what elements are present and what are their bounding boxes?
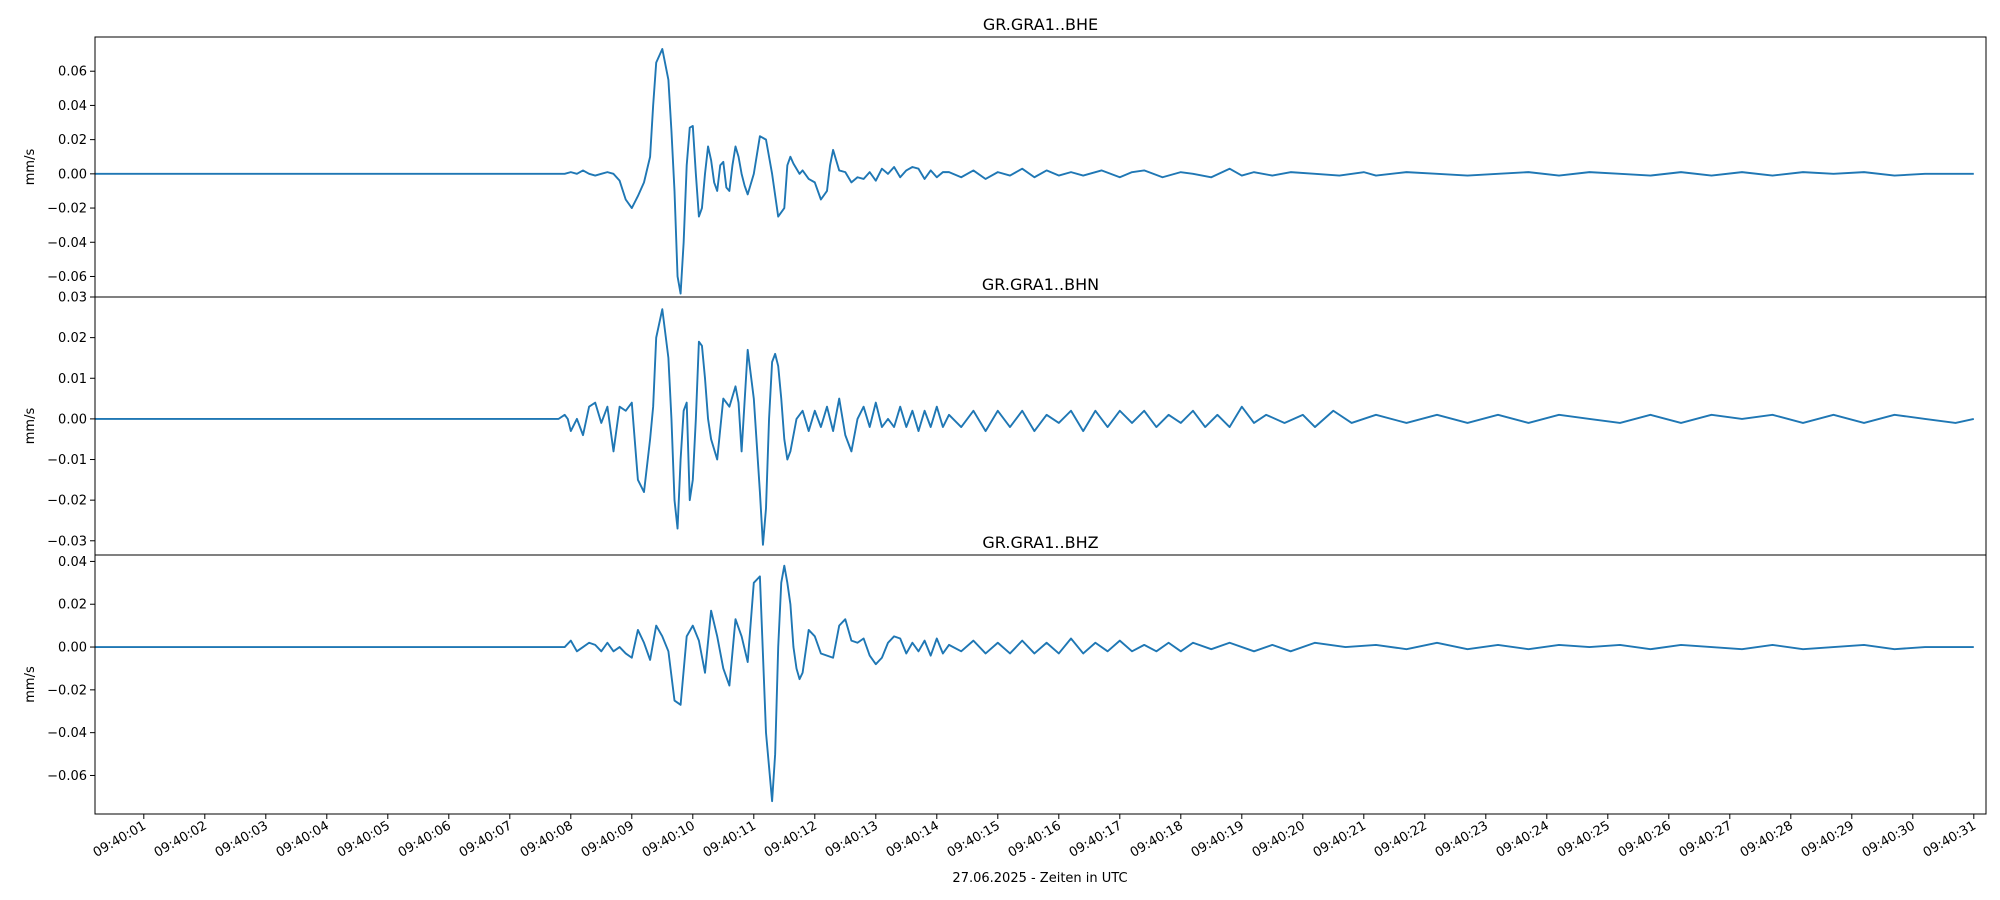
x-tick-label: 09:40:29: [1799, 818, 1857, 860]
y-tick-label: 0.00: [58, 641, 87, 656]
y-tick-label: −0.02: [47, 494, 87, 509]
y-tick-label: 0.04: [58, 99, 87, 114]
x-tick-label: 09:40:07: [457, 818, 515, 860]
x-tick-label: 09:40:24: [1494, 818, 1552, 860]
y-tick-label: 0.04: [58, 555, 87, 570]
panel-title: GR.GRA1..BHN: [982, 275, 1099, 294]
x-tick-label: 09:40:23: [1433, 818, 1491, 860]
y-tick-label: −0.06: [47, 270, 87, 285]
x-tick-label: 09:40:15: [945, 818, 1003, 860]
y-tick-label: 0.00: [58, 412, 87, 427]
x-tick-label: 09:40:14: [884, 818, 942, 860]
x-tick-label: 09:40:10: [640, 818, 698, 860]
x-tick-label: 09:40:02: [152, 818, 210, 860]
x-tick-label: 09:40:20: [1250, 818, 1308, 860]
x-tick-label: 09:40:21: [1311, 818, 1369, 860]
panel-2: −0.03 −0.02 −0.01 0.00 0.01 0.02 0.03 mm/s GR.GR…: [23, 275, 1987, 556]
y-tick-label: 0.03: [58, 291, 87, 306]
x-tick-label: 09:40:04: [274, 818, 332, 860]
panel-title: GR.GRA1..BHE: [983, 15, 1098, 34]
plot-frame: [94, 554, 1987, 815]
panel-title: GR.GRA1..BHZ: [982, 533, 1098, 552]
x-tick-label: 09:40:28: [1738, 818, 1796, 860]
x-tick-label: 09:40:03: [213, 818, 271, 860]
y-tick-label: −0.01: [47, 453, 87, 468]
x-tick-label: 09:40:05: [335, 818, 393, 860]
x-tick-label: 09:40:27: [1677, 818, 1735, 860]
y-tick-label: 0.02: [58, 598, 87, 613]
trace-line: [95, 308, 1975, 546]
x-tick-label: 09:40:11: [701, 818, 759, 860]
y-axis-label: mm/s: [23, 666, 38, 703]
x-tick-label: 09:40:17: [1067, 818, 1125, 860]
x-tick-label: 09:40:26: [1616, 818, 1674, 860]
x-tick-label: 09:40:25: [1555, 818, 1613, 860]
x-axis-label: 27.06.2025 - Zeiten in UTC: [952, 871, 1127, 886]
panel-3: −0.06 −0.04 −0.02 0.00 0.02 0.04 mm/s GR.GRA1..…: [23, 533, 1987, 815]
panel-1: −0.06 −0.04 −0.02 0.00 0.02 0.04 0.06 mm/s GR.GR…: [23, 15, 1987, 298]
y-tick-label: −0.06: [47, 769, 87, 784]
y-axis-label: mm/s: [23, 408, 38, 445]
x-tick-label: 09:40:30: [1860, 818, 1918, 860]
x-tick-label: 09:40:19: [1189, 818, 1247, 860]
y-tick-label: 0.01: [58, 372, 87, 387]
y-axis-label: mm/s: [23, 149, 38, 186]
plot-frame: [94, 36, 1987, 298]
panels: −0.06 −0.04 −0.02 0.00 0.02 0.04 0.06 mm/s GR.GR…: [23, 15, 1987, 815]
x-tick-label: 09:40:16: [1006, 818, 1064, 860]
x-tick-label: 09:40:06: [396, 818, 454, 860]
y-tick-label: −0.02: [47, 683, 87, 698]
y-tick-label: −0.02: [47, 202, 87, 217]
y-tick-label: 0.02: [58, 133, 87, 148]
y-tick-label: 0.02: [58, 331, 87, 346]
y-tick-label: 0.06: [58, 65, 87, 80]
y-tick-label: −0.04: [47, 726, 87, 741]
trace-line: [95, 564, 1974, 803]
x-tick-label: 09:40:01: [91, 818, 149, 860]
y-tick-label: 0.00: [58, 167, 87, 182]
x-tick-label: 09:40:18: [1128, 818, 1186, 860]
plot-frame: [94, 296, 1987, 556]
x-tick-label: 09:40:09: [579, 818, 637, 860]
y-tick-label: −0.04: [47, 236, 87, 251]
x-tick-label: 09:40:08: [518, 818, 576, 860]
x-tick-label: 09:40:12: [762, 818, 820, 860]
x-tick-label: 09:40:13: [823, 818, 881, 860]
trace-line: [95, 48, 1974, 295]
x-tick-label: 09:40:31: [1921, 818, 1979, 860]
x-tick-label: 09:40:22: [1372, 818, 1430, 860]
y-tick-label: −0.03: [47, 534, 87, 549]
x-axis: 09:40:01 09:40:02 09:40:03 09:40:04 09:40:05…: [91, 814, 1979, 861]
